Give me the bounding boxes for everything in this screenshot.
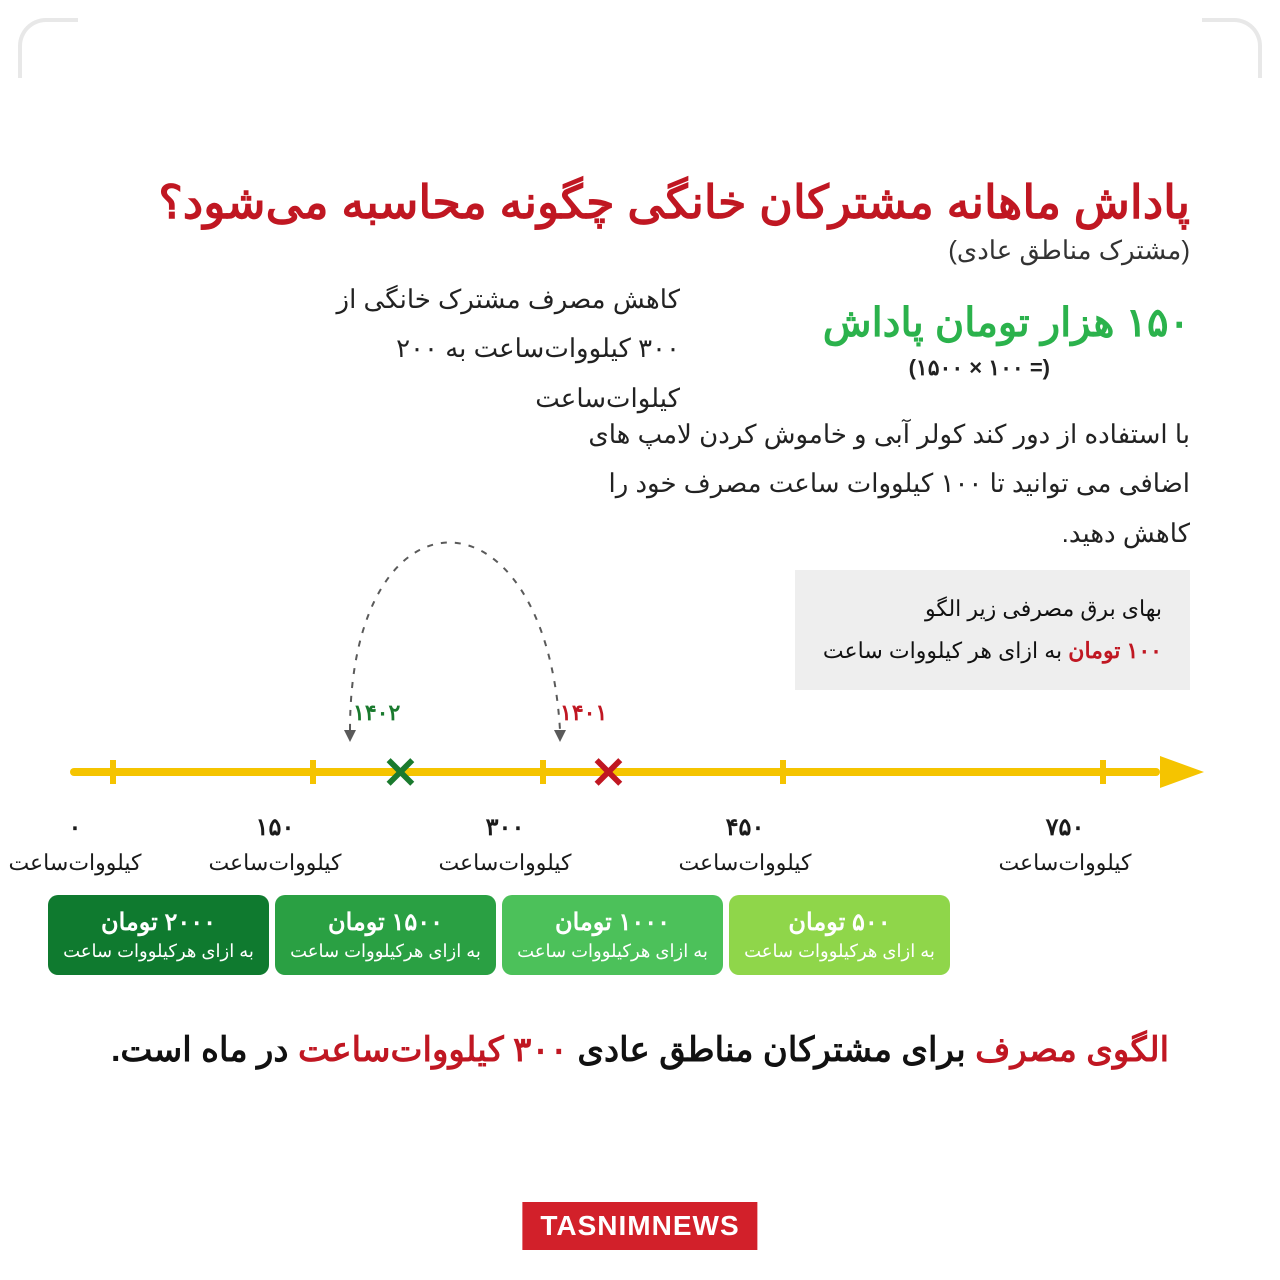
axis-label: ۳۰۰کیلووات‌ساعت [430,810,580,879]
footer-pre: الگوی مصرف [975,1031,1169,1069]
arc-arrow-left [344,730,356,742]
axis-tick [540,760,546,784]
price-tier: ۱۵۰۰ تومانبه ازای هرکیلووات ساعت [275,895,496,975]
price-tier: ۱۰۰۰ تومانبه ازای هرکیلووات ساعت [502,895,723,975]
axis-label: ۱۵۰کیلووات‌ساعت [200,810,350,879]
arc-arrow-right [554,730,566,742]
usage-tip: با استفاده از دور کند کولر آبی و خاموش ک… [550,410,1190,558]
footer-post: در ماه است. [111,1031,298,1069]
marker-1402: ✕ [382,752,419,796]
page-subtitle: (مشترک مناطق عادی) [948,235,1190,266]
axis-tick [1100,760,1106,784]
axis-label: ۴۵۰کیلووات‌ساعت [670,810,820,879]
reward-amount: ۱۵۰ [1126,301,1190,345]
price-tier: ۵۰۰ تومانبه ازای هرکیلووات ساعت [729,895,950,975]
axis-tick [110,760,116,784]
consumption-axis: ✕ ✕ [40,742,1240,802]
pricebox-price: ۱۰۰ تومان [1068,638,1162,663]
price-box: بهای برق مصرفی زیر الگو ۱۰۰ تومان به ازا… [795,570,1190,690]
footer-mid: برای مشترکان مناطق عادی [568,1031,975,1069]
price-tier-bands: ۲۰۰۰ تومانبه ازای هرکیلووات ساعت۱۵۰۰ توم… [48,895,950,975]
marker-1401: ✕ [590,752,627,796]
axis-tick [310,760,316,784]
reward-label: هزار تومان پاداش [823,301,1115,345]
reduction-note: کاهش مصرف مشترک خانگی از ۳۰۰ کیلووات‌ساع… [320,275,680,423]
axis-arrowhead-icon [1160,756,1204,788]
pricebox-title: بهای برق مصرفی زیر الگو [823,588,1162,630]
year-1402-label: ۱۴۰۲ [353,700,400,726]
pricebox-rest: به ازای هر کیلووات ساعت [823,638,1068,663]
footer-line: الگوی مصرف برای مشترکان مناطق عادی ۳۰۰ ک… [0,1030,1280,1070]
reduction-arc [330,440,630,740]
reward-line: ۱۵۰ هزار تومان پاداش [823,300,1190,346]
source-logo: TASNIMNEWS [522,1202,757,1250]
reward-formula: (۱۵۰۰ × ۱۰۰ =) [909,355,1050,381]
axis-label: ۰کیلووات‌ساعت [0,810,150,879]
footer-highlight: ۳۰۰ کیلووات‌ساعت [298,1031,568,1069]
price-tier: ۲۰۰۰ تومانبه ازای هرکیلووات ساعت [48,895,269,975]
pricebox-line2: ۱۰۰ تومان به ازای هر کیلووات ساعت [823,630,1162,672]
year-1401-label: ۱۴۰۱ [560,700,607,726]
axis-tick [780,760,786,784]
corner-decoration [1202,18,1262,78]
corner-decoration [18,18,78,78]
page-title: پاداش ماهانه مشترکان خانگی چگونه محاسبه … [90,175,1190,229]
axis-label: ۷۵۰کیلووات‌ساعت [990,810,1140,879]
